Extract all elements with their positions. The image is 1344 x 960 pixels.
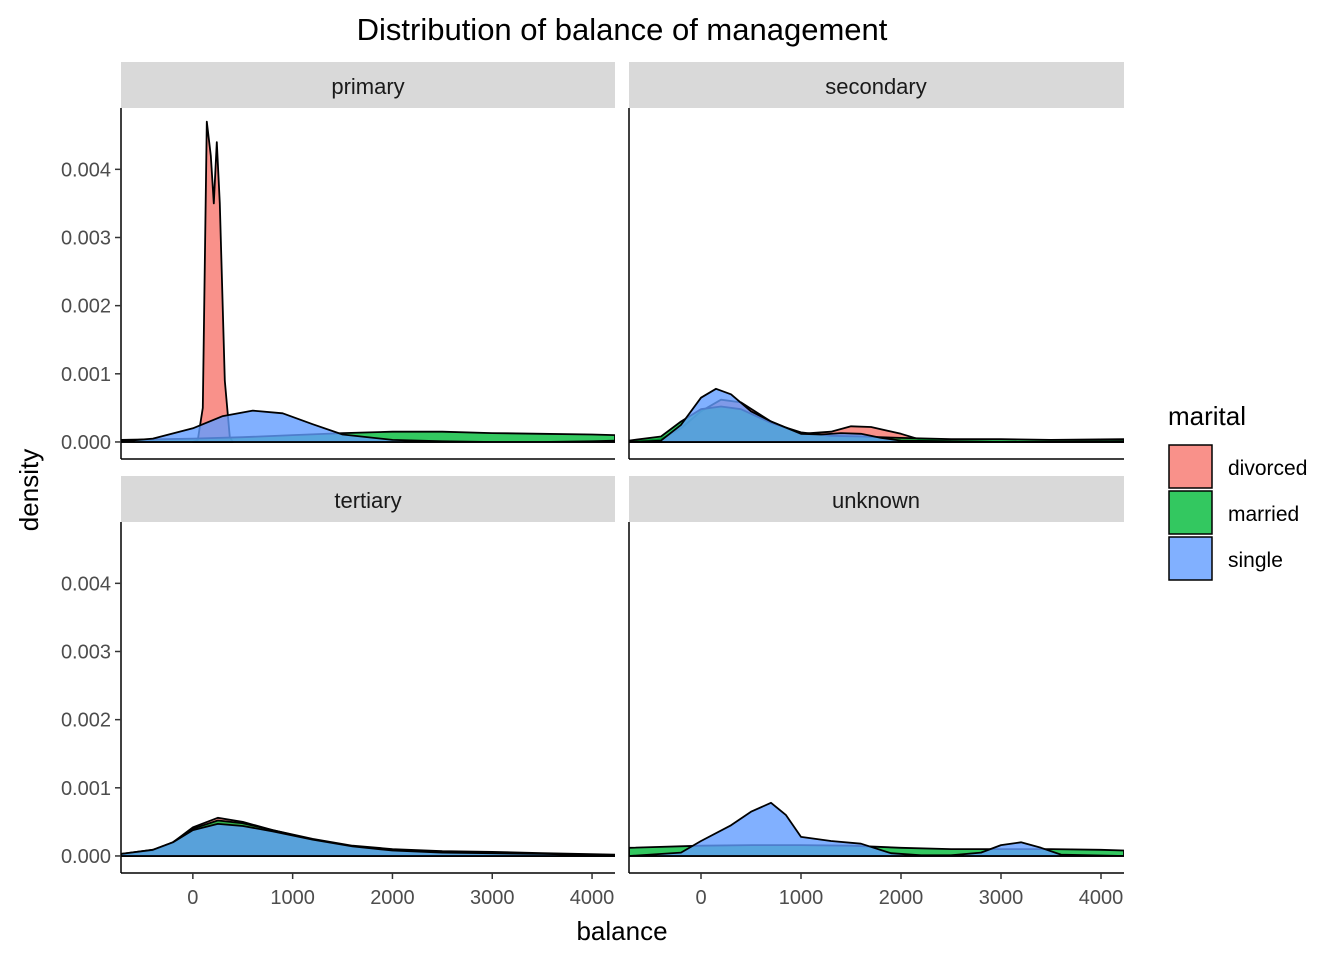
- density-area-tertiary-single: [121, 823, 615, 857]
- panel-primary: [121, 120, 615, 443]
- panel-unknown: [629, 801, 1124, 857]
- x-tick-label-unknown-4: 4000: [1079, 887, 1124, 909]
- strip-label-tertiary: tertiary: [334, 488, 401, 513]
- x-tick-label-tertiary-1: 1000: [270, 887, 315, 909]
- legend-swatch-single: [1168, 536, 1213, 581]
- legend-title: marital: [1168, 401, 1246, 431]
- y-tick-label-primary-3: 0.003: [61, 227, 111, 249]
- y-tick-label-tertiary-0: 0.000: [61, 846, 111, 868]
- y-tick-label-primary-2: 0.002: [61, 296, 111, 318]
- y-tick-label-tertiary-1: 0.001: [61, 778, 111, 800]
- strip-label-secondary: secondary: [825, 74, 927, 99]
- legend-label-married: married: [1228, 503, 1299, 526]
- legend-swatch-married: [1168, 490, 1213, 535]
- y-axis-title: density: [14, 449, 44, 531]
- density-area-unknown-single: [629, 801, 1124, 857]
- x-tick-label-unknown-1: 1000: [779, 887, 824, 909]
- x-tick-label-tertiary-0: 0: [187, 887, 198, 909]
- legend-swatch-divorced: [1168, 444, 1213, 489]
- y-tick-label-primary-1: 0.001: [61, 364, 111, 386]
- x-tick-label-tertiary-2: 2000: [370, 887, 415, 909]
- x-tick-label-tertiary-3: 3000: [470, 887, 515, 909]
- y-tick-label-primary-4: 0.004: [61, 159, 111, 181]
- density-area-primary-divorced: [192, 120, 234, 443]
- x-tick-label-tertiary-4: 4000: [570, 887, 615, 909]
- panel-tertiary: [121, 816, 615, 857]
- x-axis-title: balance: [576, 916, 667, 946]
- x-tick-label-unknown-3: 3000: [979, 887, 1024, 909]
- strip-secondary: [629, 62, 1124, 108]
- panel-secondary: [629, 387, 1124, 443]
- legend-label-single: single: [1228, 549, 1283, 572]
- strip-label-unknown: unknown: [832, 488, 920, 513]
- x-tick-label-unknown-2: 2000: [879, 887, 924, 909]
- y-tick-label-tertiary-2: 0.002: [61, 710, 111, 732]
- y-tick-label-tertiary-4: 0.004: [61, 573, 111, 595]
- legend-label-divorced: divorced: [1228, 457, 1307, 480]
- strip-primary: [121, 62, 615, 108]
- density-area-secondary-single: [629, 387, 1124, 443]
- y-tick-label-primary-0: 0.000: [61, 432, 111, 454]
- strip-unknown: [629, 476, 1124, 522]
- chart-title: Distribution of balance of management: [357, 12, 888, 47]
- plot-layer: [121, 120, 1124, 857]
- y-tick-label-tertiary-3: 0.003: [61, 641, 111, 663]
- x-tick-label-unknown-0: 0: [695, 887, 706, 909]
- strip-tertiary: [121, 476, 615, 522]
- strip-label-primary: primary: [331, 74, 404, 99]
- axis-layer: 0.000 0.001 0.002 0.003 0.004 0.000 0.001 0.002…: [61, 108, 1124, 909]
- density-area-primary-single: [121, 409, 615, 443]
